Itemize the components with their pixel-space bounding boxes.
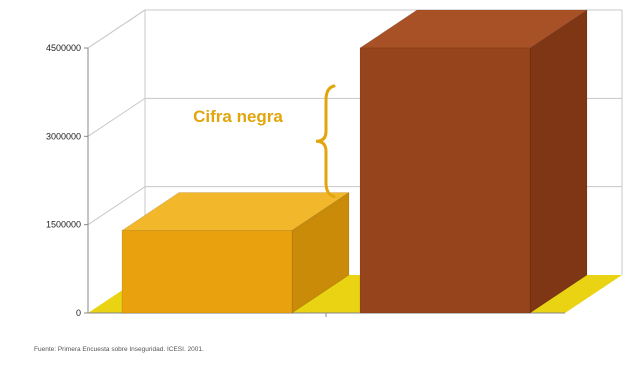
- annotation-brace: [315, 84, 336, 199]
- annotation: Cifra negra: [193, 84, 336, 199]
- bar-2-front: [359, 47, 531, 314]
- y-tick-label: 0: [76, 308, 81, 318]
- source-note: Fuente: Primera Encuesta sobre Insegurid…: [34, 346, 204, 353]
- y-tick-label: 1500000: [46, 220, 81, 230]
- bar-2: [359, 9, 588, 314]
- y-tick-label: 4500000: [46, 43, 81, 53]
- annotation-label: Cifra negra: [193, 107, 283, 126]
- bar-1: [121, 191, 350, 314]
- y-tick-label: 3000000: [46, 131, 81, 141]
- bar-1-front: [121, 230, 293, 314]
- bars: [121, 9, 588, 314]
- bar-2-side: [529, 9, 588, 314]
